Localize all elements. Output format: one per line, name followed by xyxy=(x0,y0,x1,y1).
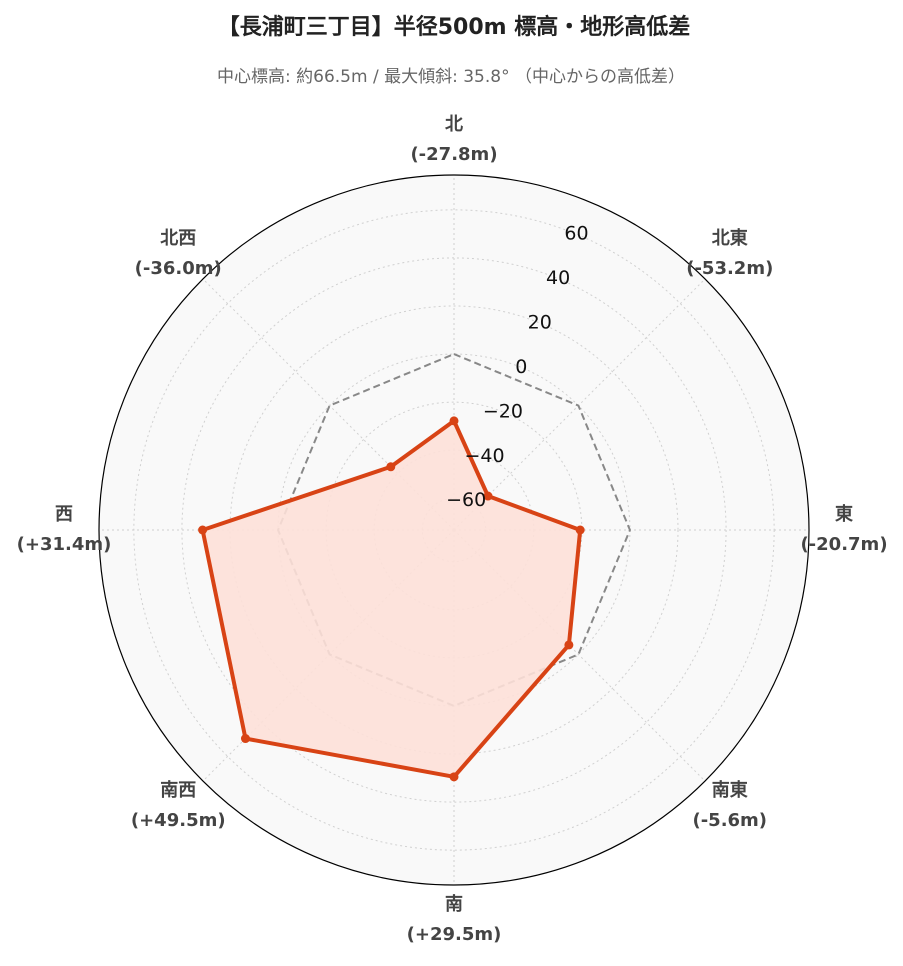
category-label: 東 xyxy=(835,503,853,525)
grid-circle xyxy=(181,257,727,803)
r-tick-label: −60 xyxy=(446,489,486,511)
data-point xyxy=(575,525,585,535)
value-label: (+29.5m) xyxy=(407,924,502,945)
category-label: 北西 xyxy=(160,228,196,249)
chart-title: 【長浦町三丁目】半径500m 標高・地形高低差 xyxy=(218,14,691,40)
value-label: (-27.8m) xyxy=(410,144,497,165)
data-point xyxy=(198,525,208,535)
r-tick-label: 60 xyxy=(564,223,588,245)
value-label: (-53.2m) xyxy=(686,258,773,279)
chart-subtitle: 中心標高: 約66.5m / 最大傾斜: 35.8° （中心からの高低差） xyxy=(217,67,685,87)
data-point xyxy=(564,640,574,650)
value-label: (+31.4m) xyxy=(17,534,112,555)
spoke xyxy=(202,278,455,531)
r-tick-label: −20 xyxy=(483,400,523,422)
category-label: 北東 xyxy=(712,227,748,249)
spoke xyxy=(453,529,706,782)
spoke xyxy=(453,278,706,531)
value-label: (-5.6m) xyxy=(692,810,767,831)
r-tick-label: 20 xyxy=(528,312,552,334)
data-point xyxy=(240,734,250,744)
data-point xyxy=(449,772,459,782)
category-label: 南西 xyxy=(160,779,196,801)
data-point xyxy=(483,491,493,501)
category-label: 南 xyxy=(445,893,463,915)
category-label: 北 xyxy=(445,114,463,135)
data-point xyxy=(449,416,459,426)
data-point xyxy=(386,462,396,472)
category-label: 西 xyxy=(55,504,73,525)
reference-line xyxy=(276,352,632,708)
plot-border xyxy=(98,174,810,886)
r-tick-label: 40 xyxy=(546,267,570,289)
value-label: (-20.7m) xyxy=(800,534,887,555)
category-label: 南東 xyxy=(712,779,748,801)
value-label: (+49.5m) xyxy=(131,810,226,831)
r-tick-label: 0 xyxy=(515,356,527,378)
value-label: (-36.0m) xyxy=(135,258,222,279)
r-tick-label: −40 xyxy=(464,445,504,467)
